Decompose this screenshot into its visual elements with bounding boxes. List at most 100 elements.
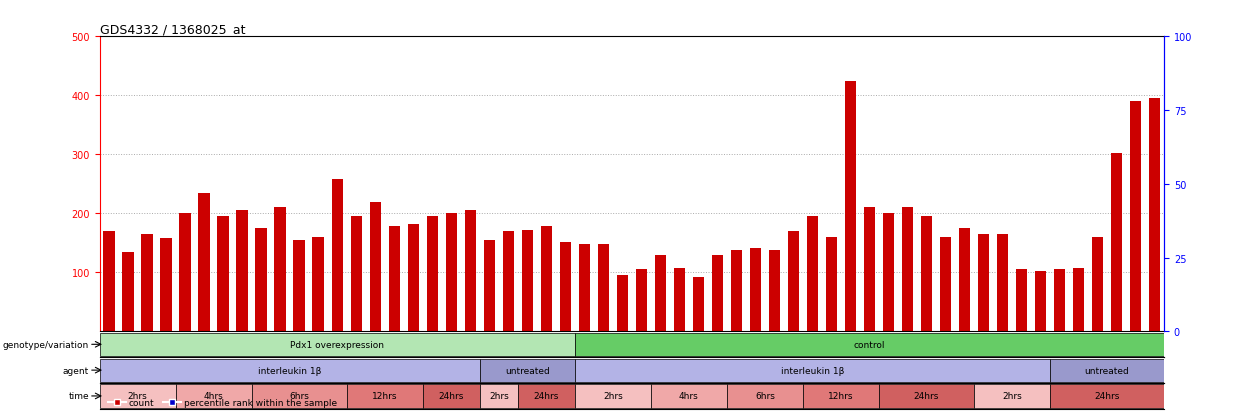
Bar	[921, 217, 933, 332]
FancyBboxPatch shape	[479, 358, 575, 382]
Bar	[161, 239, 172, 332]
FancyBboxPatch shape	[479, 385, 518, 408]
Bar	[655, 255, 666, 332]
Bar	[198, 193, 210, 332]
Bar	[522, 230, 533, 332]
Bar	[427, 217, 438, 332]
Bar	[864, 208, 875, 332]
Bar	[712, 255, 723, 332]
Text: 24hrs: 24hrs	[1094, 392, 1119, 401]
Bar	[825, 237, 837, 332]
Bar	[103, 231, 115, 332]
FancyBboxPatch shape	[879, 385, 974, 408]
Text: untreated: untreated	[505, 366, 549, 375]
Text: time: time	[68, 392, 88, 401]
Bar	[446, 214, 457, 332]
Bar	[636, 270, 647, 332]
Text: GDS4332 / 1368025_at: GDS4332 / 1368025_at	[100, 23, 245, 36]
Legend: count, percentile rank within the sample: count, percentile rank within the sample	[105, 394, 341, 411]
Text: 24hrs: 24hrs	[914, 392, 939, 401]
Bar	[237, 211, 248, 332]
Text: Pdx1 overexpression: Pdx1 overexpression	[290, 340, 385, 349]
FancyBboxPatch shape	[518, 385, 575, 408]
Bar	[749, 248, 761, 332]
Bar	[540, 227, 552, 332]
FancyBboxPatch shape	[100, 385, 176, 408]
Text: agent: agent	[62, 366, 88, 375]
Text: genotype/variation: genotype/variation	[2, 340, 88, 349]
FancyBboxPatch shape	[974, 385, 1050, 408]
Bar	[883, 214, 894, 332]
Bar	[370, 202, 381, 332]
FancyBboxPatch shape	[100, 333, 575, 356]
FancyBboxPatch shape	[575, 358, 1050, 382]
FancyBboxPatch shape	[346, 385, 423, 408]
Bar	[1053, 270, 1066, 332]
Bar	[122, 252, 133, 332]
Bar	[559, 242, 571, 332]
Bar	[959, 228, 970, 332]
FancyBboxPatch shape	[100, 358, 479, 382]
Text: 2hrs: 2hrs	[128, 392, 147, 401]
Bar	[692, 278, 705, 332]
FancyBboxPatch shape	[423, 385, 479, 408]
Bar	[218, 217, 229, 332]
Bar	[179, 214, 190, 332]
Bar	[274, 208, 286, 332]
FancyBboxPatch shape	[1050, 358, 1164, 382]
Bar	[598, 244, 609, 332]
Text: interleukin 1β: interleukin 1β	[258, 366, 321, 375]
Bar	[845, 81, 857, 332]
Text: untreated: untreated	[1084, 366, 1129, 375]
Bar	[1035, 271, 1046, 332]
Text: 4hrs: 4hrs	[204, 392, 224, 401]
Bar	[142, 235, 153, 332]
Bar	[616, 275, 627, 332]
Text: interleukin 1β: interleukin 1β	[781, 366, 844, 375]
Bar	[464, 211, 476, 332]
FancyBboxPatch shape	[727, 385, 803, 408]
Text: 2hrs: 2hrs	[489, 392, 509, 401]
Text: 12hrs: 12hrs	[828, 392, 854, 401]
Bar	[579, 244, 590, 332]
Bar	[977, 235, 990, 332]
Bar	[312, 237, 324, 332]
Bar	[1149, 99, 1160, 332]
Text: 6hrs: 6hrs	[289, 392, 309, 401]
Bar	[255, 228, 266, 332]
Bar	[731, 250, 742, 332]
Bar	[351, 217, 362, 332]
Bar	[1092, 237, 1103, 332]
Bar	[1111, 154, 1122, 332]
FancyBboxPatch shape	[575, 333, 1164, 356]
Text: 2hrs: 2hrs	[1002, 392, 1022, 401]
Bar	[768, 250, 781, 332]
Bar	[1130, 102, 1142, 332]
Bar	[1073, 268, 1084, 332]
Bar	[807, 217, 818, 332]
Bar	[901, 208, 913, 332]
Bar	[388, 227, 400, 332]
Text: 2hrs: 2hrs	[603, 392, 622, 401]
Bar	[674, 268, 685, 332]
Text: 6hrs: 6hrs	[754, 392, 774, 401]
FancyBboxPatch shape	[1050, 385, 1164, 408]
Bar	[940, 237, 951, 332]
Bar	[294, 240, 305, 332]
Text: 24hrs: 24hrs	[534, 392, 559, 401]
Bar	[1016, 270, 1027, 332]
FancyBboxPatch shape	[251, 385, 346, 408]
Text: control: control	[854, 340, 885, 349]
FancyBboxPatch shape	[803, 385, 879, 408]
FancyBboxPatch shape	[176, 385, 251, 408]
Bar	[483, 240, 496, 332]
Text: 4hrs: 4hrs	[679, 392, 698, 401]
Text: 24hrs: 24hrs	[438, 392, 464, 401]
Text: 12hrs: 12hrs	[372, 392, 397, 401]
Bar	[788, 231, 799, 332]
FancyBboxPatch shape	[651, 385, 727, 408]
Bar	[997, 235, 1008, 332]
FancyBboxPatch shape	[575, 385, 651, 408]
Bar	[503, 231, 514, 332]
Bar	[407, 224, 420, 332]
